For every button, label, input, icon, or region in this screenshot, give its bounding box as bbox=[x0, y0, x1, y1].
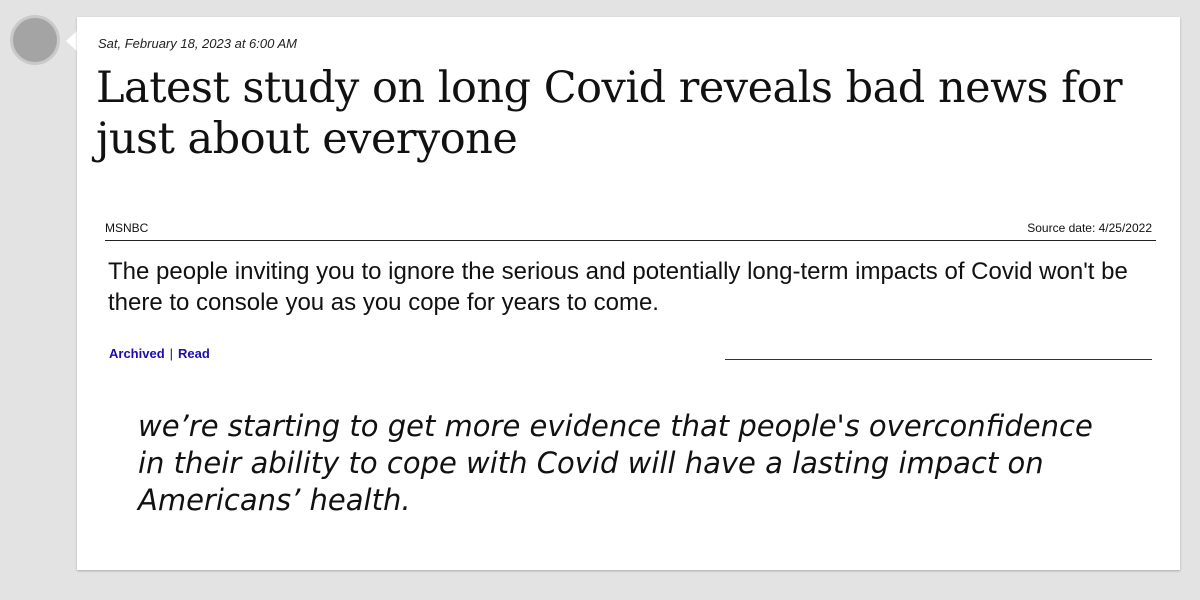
post-card: Sat, February 18, 2023 at 6:00 AM Latest… bbox=[77, 17, 1180, 570]
avatar[interactable] bbox=[13, 18, 57, 62]
article-links: Archived | Read bbox=[109, 346, 210, 361]
post-timestamp: Sat, February 18, 2023 at 6:00 AM bbox=[98, 36, 297, 51]
article-summary: The people inviting you to ignore the se… bbox=[108, 258, 1128, 316]
link-separator: | bbox=[169, 346, 174, 361]
pull-quote: we’re starting to get more evidence that… bbox=[138, 409, 1093, 517]
source-date: Source date: 4/25/2022 bbox=[1027, 221, 1152, 235]
archived-link[interactable]: Archived bbox=[109, 346, 165, 361]
source-name: MSNBC bbox=[105, 221, 149, 235]
card-pointer bbox=[66, 30, 78, 52]
source-row: MSNBC Source date: 4/25/2022 bbox=[105, 220, 1156, 241]
article-headline: Latest study on long Covid reveals bad n… bbox=[96, 63, 1123, 164]
read-link[interactable]: Read bbox=[178, 346, 210, 361]
divider bbox=[725, 359, 1152, 360]
